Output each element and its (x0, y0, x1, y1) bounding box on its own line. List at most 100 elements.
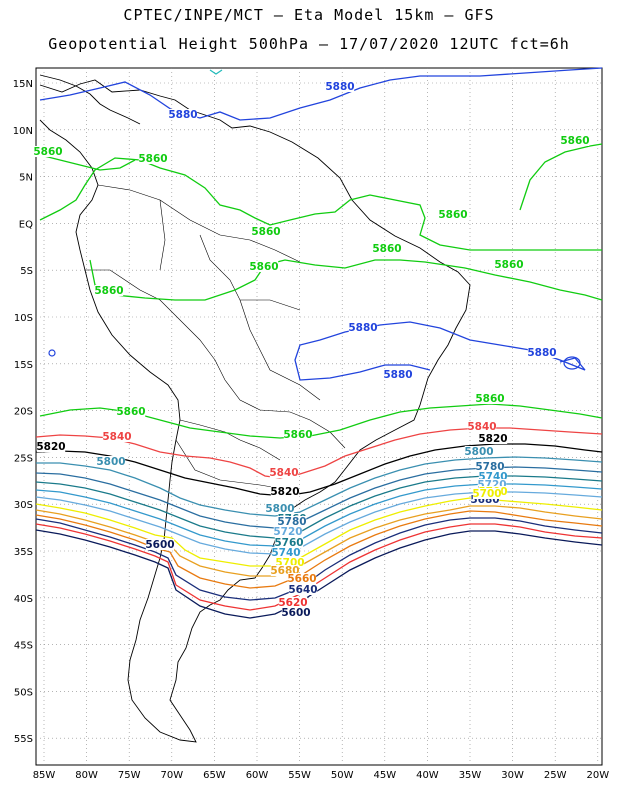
contour-label: 5880 (168, 109, 197, 121)
contour-label-bg (96, 456, 126, 467)
contour-label: 5740 (271, 547, 300, 559)
central-america-coast (39, 74, 141, 125)
lon-label: 20W (586, 770, 609, 781)
contour-label: 5780 (475, 461, 504, 473)
contour-label: 5820 (478, 433, 507, 445)
lon-label: 25W (544, 770, 567, 781)
contour-label-bg (275, 557, 305, 568)
contour-label-bg (472, 488, 502, 499)
contour-label: 5860 (438, 209, 467, 221)
contour-label: 5700 (472, 488, 501, 500)
contour-5820 (35, 443, 603, 497)
map-frame (35, 67, 603, 766)
contour-label: 5860 (372, 243, 401, 255)
contour-label-bg (138, 153, 168, 164)
lon-label: 45W (373, 770, 396, 781)
contour-5800 (36, 456, 603, 517)
contour-label-bg (478, 433, 508, 444)
lat-label: 45S (14, 641, 33, 652)
contour-label-bg (494, 259, 524, 270)
contour-label-bg (475, 393, 505, 404)
contour-label: 5860 (494, 259, 523, 271)
contour-5860 (39, 157, 602, 251)
contour-label: 5760 (274, 537, 303, 549)
lon-label: 50W (331, 770, 354, 781)
contour-label-bg (273, 526, 303, 537)
contour-label: 5820 (270, 486, 299, 498)
lat-label: 10N (13, 126, 33, 137)
lat-label: 55S (14, 734, 33, 745)
contour-label-bg (270, 565, 300, 576)
contour-labels: 5880 5880 5880 5880 5880 5860 5860 5860 5860 5860… (33, 81, 590, 619)
contour-5880-cell (563, 356, 581, 370)
lon-label: 60W (246, 770, 269, 781)
contour-label-bg (560, 135, 590, 146)
coastlines (39, 74, 471, 743)
contour-5880 (299, 364, 431, 381)
contour-label: 5860 (251, 226, 280, 238)
contour-label-bg (249, 261, 279, 272)
contour-label: 5840 (269, 467, 298, 479)
axis-labels: 15N 10N 5N EQ 5S 10S 15S 20S 25S 30S 35S 40S 45S 50S 5… (13, 79, 609, 781)
lat-label: 35S (14, 547, 33, 558)
contour-label: 5860 (249, 261, 278, 273)
lat-label: EQ (19, 219, 33, 230)
grid-lines (36, 68, 602, 765)
lon-label: 75W (118, 770, 141, 781)
contour-label-bg (372, 243, 402, 254)
lon-label: 70W (160, 770, 183, 781)
contour-label-bg (270, 486, 300, 497)
contour-label: 5800 (265, 503, 294, 515)
contour-label-bg (269, 467, 299, 478)
contour-label-bg (33, 146, 63, 157)
lat-label: 15S (14, 360, 33, 371)
contour-label-bg (348, 322, 378, 333)
contour-label-bg (145, 539, 175, 550)
contour-label: 5860 (33, 146, 62, 158)
contour-label-bg (278, 597, 308, 608)
contour-label: 5800 (96, 456, 125, 468)
contour-label-bg (94, 285, 124, 296)
contour-label-bg (283, 429, 313, 440)
lon-label: 55W (288, 770, 311, 781)
contour-label: 5860 (94, 285, 123, 297)
contour-label: 5860 (560, 135, 589, 147)
map-title-line2: Geopotential Height 500hPa – 17/07/2020 … (48, 35, 570, 53)
contour-lines (35, 67, 603, 619)
contour-5860 (89, 259, 603, 301)
lon-label: 80W (75, 770, 98, 781)
lat-label: 25S (14, 453, 33, 464)
contour-label-bg (271, 547, 301, 558)
contour-label-bg (287, 573, 317, 584)
contour-label: 5600 (281, 607, 310, 619)
contour-label-bg (383, 369, 413, 380)
contour-5660 (35, 510, 603, 589)
south-america-coast (39, 79, 471, 743)
lat-label: 15N (13, 79, 33, 90)
contour-5880-cell (48, 349, 56, 357)
contour-label-bg (478, 471, 508, 482)
lat-label: 20S (14, 407, 33, 418)
contour-label: 5880 (325, 81, 354, 93)
lat-label: 10S (14, 313, 33, 324)
contour-label: 5880 (383, 369, 412, 381)
contour-label-bg (527, 347, 557, 358)
contour-fragment (209, 69, 223, 75)
contour-label-bg (116, 406, 146, 417)
lon-label: 35W (459, 770, 482, 781)
contour-label: 5720 (273, 526, 302, 538)
map-title-line1: CPTEC/INPE/MCT – Eta Model 15km – GFS (123, 6, 495, 24)
contour-label: 5640 (288, 584, 317, 596)
contour-label-bg (477, 479, 507, 490)
lat-label: 30S (14, 500, 33, 511)
contour-label: 5860 (116, 406, 145, 418)
contour-5860 (39, 154, 136, 171)
contour-label: 5820 (36, 441, 65, 453)
contour-label-bg (274, 537, 304, 548)
lon-label: 65W (203, 770, 226, 781)
contour-label-bg (168, 109, 198, 120)
contour-label: 5860 (138, 153, 167, 165)
contour-label-bg (265, 503, 295, 514)
contour-5880 (294, 321, 586, 381)
